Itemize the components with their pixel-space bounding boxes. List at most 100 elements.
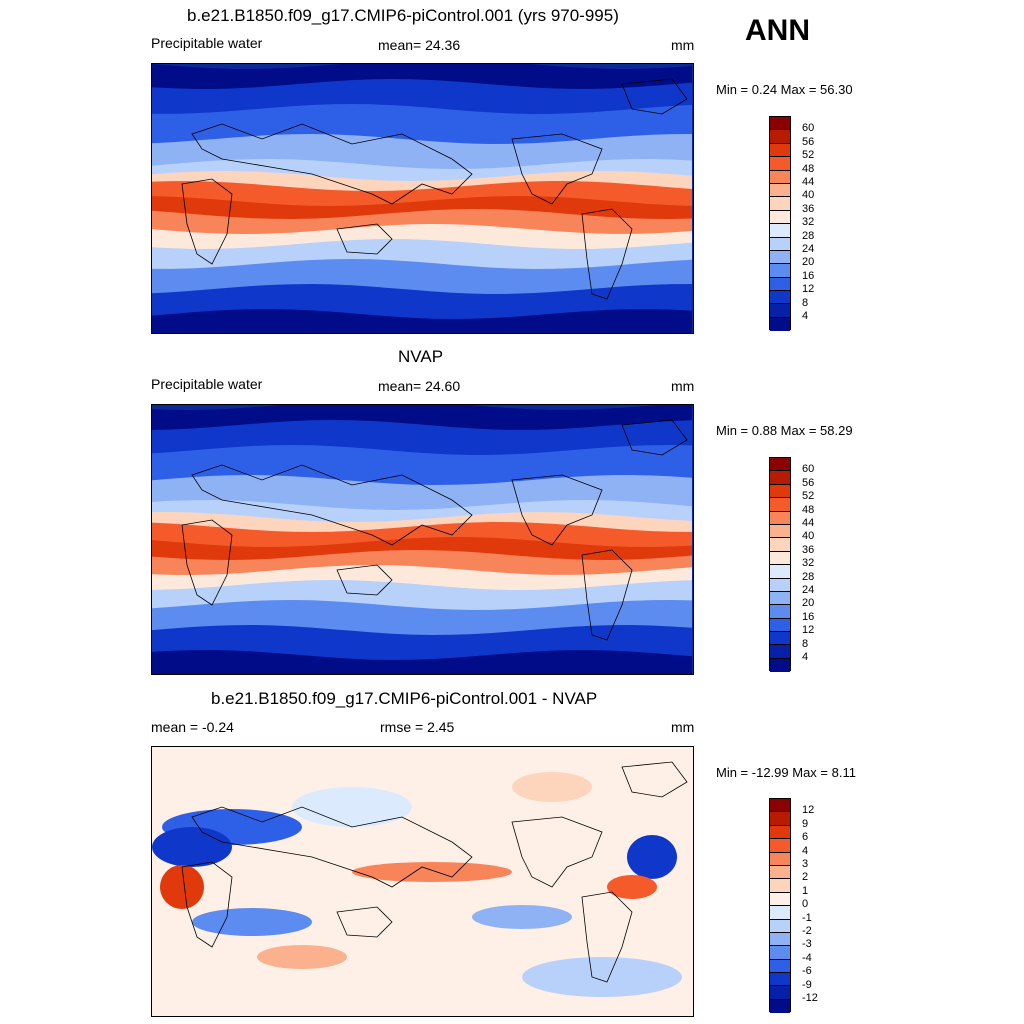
colorbar-tick-label: -4 xyxy=(802,951,812,964)
colorbar-tick-label: 16 xyxy=(802,610,815,623)
colorbar-tick-label: 8 xyxy=(802,637,809,650)
colorbar-tick-label: 40 xyxy=(802,530,815,543)
minmax-label: Min = -12.99 Max = 8.11 xyxy=(716,765,856,780)
colorbar-tick-label: 52 xyxy=(802,490,815,503)
season-label: ANN xyxy=(745,14,810,47)
colorbar-tick-label: -12 xyxy=(802,992,818,1004)
coastline xyxy=(336,906,393,938)
minmax-label: Min = 0.88 Max = 58.29 xyxy=(716,423,853,438)
colorbar-segment xyxy=(770,986,790,1000)
colorbar-segment xyxy=(770,291,790,305)
rmse-label: rmse = 2.45 xyxy=(380,719,455,735)
colorbar-segment xyxy=(770,130,790,144)
field-anomaly-blob xyxy=(472,905,572,929)
colorbar-segment xyxy=(770,524,790,539)
colorbar-tick-label: -9 xyxy=(802,978,812,991)
coastline xyxy=(511,474,603,546)
colorbar-tick-label: 36 xyxy=(802,543,815,556)
field-anomaly-blob xyxy=(607,875,657,899)
colorbar-tick-label: -3 xyxy=(802,938,812,951)
coastline xyxy=(336,223,393,255)
field-contour-band xyxy=(152,239,692,275)
field-contour-band xyxy=(152,565,692,596)
units-label: mm xyxy=(671,37,695,53)
coastline xyxy=(621,78,688,115)
colorbar-tick-label: 32 xyxy=(802,557,815,570)
panel-title: b.e21.B1850.f09_g17.CMIP6-piControl.001 … xyxy=(211,689,598,708)
colorbar-segment xyxy=(770,812,790,826)
colorbar-tick-label: 60 xyxy=(802,463,815,476)
colorbar-segment xyxy=(770,618,790,633)
colorbar-segment xyxy=(770,511,790,525)
colorbar-segment xyxy=(770,999,790,1014)
colorbar-segment xyxy=(770,578,790,592)
colorbar-segment xyxy=(770,865,790,880)
colorbar-segment xyxy=(770,605,790,619)
colorbar-segment xyxy=(770,170,790,184)
colorbar-segment xyxy=(770,183,790,198)
colorbar-segment xyxy=(770,906,790,920)
colorbar-segment xyxy=(770,551,790,566)
field-contour-band xyxy=(152,550,692,581)
colorbar-tick-label: 28 xyxy=(802,229,815,242)
colorbar-tick-label: -2 xyxy=(802,925,812,937)
colorbar-tick-label: 12 xyxy=(802,624,815,637)
units-label: mm xyxy=(671,378,695,394)
colorbar-tick-label: 44 xyxy=(802,176,815,188)
mean-label: mean= 24.36 xyxy=(378,37,461,53)
colorbar-tick-label: 4 xyxy=(802,310,809,322)
colorbar-segment xyxy=(770,658,790,673)
colorbar-tick-label: 48 xyxy=(802,503,815,516)
colorbar-segment xyxy=(770,632,790,646)
colorbar-segment xyxy=(770,304,790,318)
coastline xyxy=(511,816,603,888)
field-anomaly-blob xyxy=(512,772,592,802)
colorbar-segment xyxy=(770,973,790,987)
colorbar-tick-label: 2 xyxy=(802,871,809,884)
colorbar-segment xyxy=(770,852,790,866)
colorbar-tick-label: 12 xyxy=(802,804,815,817)
colorbar-tick-label: 24 xyxy=(802,243,815,255)
colorbar-segment xyxy=(770,565,790,579)
colorbar-tick-label: 9 xyxy=(802,817,809,830)
colorbar xyxy=(769,457,791,673)
coastline xyxy=(191,806,473,888)
coastline xyxy=(621,761,688,798)
mean-label: mean = -0.24 xyxy=(151,719,234,735)
colorbar-segment xyxy=(770,645,790,659)
variable-label: Precipitable water xyxy=(151,376,263,392)
panel-title: b.e21.B1850.f09_g17.CMIP6-piControl.001 … xyxy=(187,6,619,25)
colorbar-tick-label: 36 xyxy=(802,202,815,215)
field-contour-band xyxy=(152,309,692,333)
coastline xyxy=(511,133,603,205)
field-anomaly-blob xyxy=(627,835,677,879)
colorbar-tick-label: 8 xyxy=(802,296,809,309)
colorbar xyxy=(769,116,791,332)
coastline xyxy=(181,178,233,265)
colorbar-tick-label: -1 xyxy=(802,911,812,924)
colorbar-tick-label: 4 xyxy=(802,844,809,857)
map-difference xyxy=(151,746,694,1017)
colorbar-segment xyxy=(770,892,790,907)
colorbar-tick-label: 0 xyxy=(802,898,809,911)
colorbar-tick-label: 32 xyxy=(802,216,815,229)
colorbar-tick-label: -6 xyxy=(802,965,812,978)
field-anomaly-blob xyxy=(352,862,512,882)
map-model xyxy=(151,63,694,334)
colorbar-tick-label: 60 xyxy=(802,122,815,135)
colorbar-segment xyxy=(770,538,790,552)
field-contour-band xyxy=(152,650,692,674)
field-anomaly-blob xyxy=(152,827,232,867)
colorbar-tick-label: 24 xyxy=(802,584,815,596)
coastline xyxy=(191,123,473,205)
colorbar-segment xyxy=(770,210,790,225)
field-anomaly-blob xyxy=(192,908,312,936)
coastline xyxy=(581,549,633,641)
colorbar-segment xyxy=(770,825,790,840)
field-anomaly-blob xyxy=(522,957,682,997)
colorbar-segment xyxy=(770,237,790,251)
colorbar-segment xyxy=(770,317,790,332)
coastline xyxy=(336,564,393,596)
colorbar-segment xyxy=(770,799,790,813)
colorbar-segment xyxy=(770,484,790,499)
